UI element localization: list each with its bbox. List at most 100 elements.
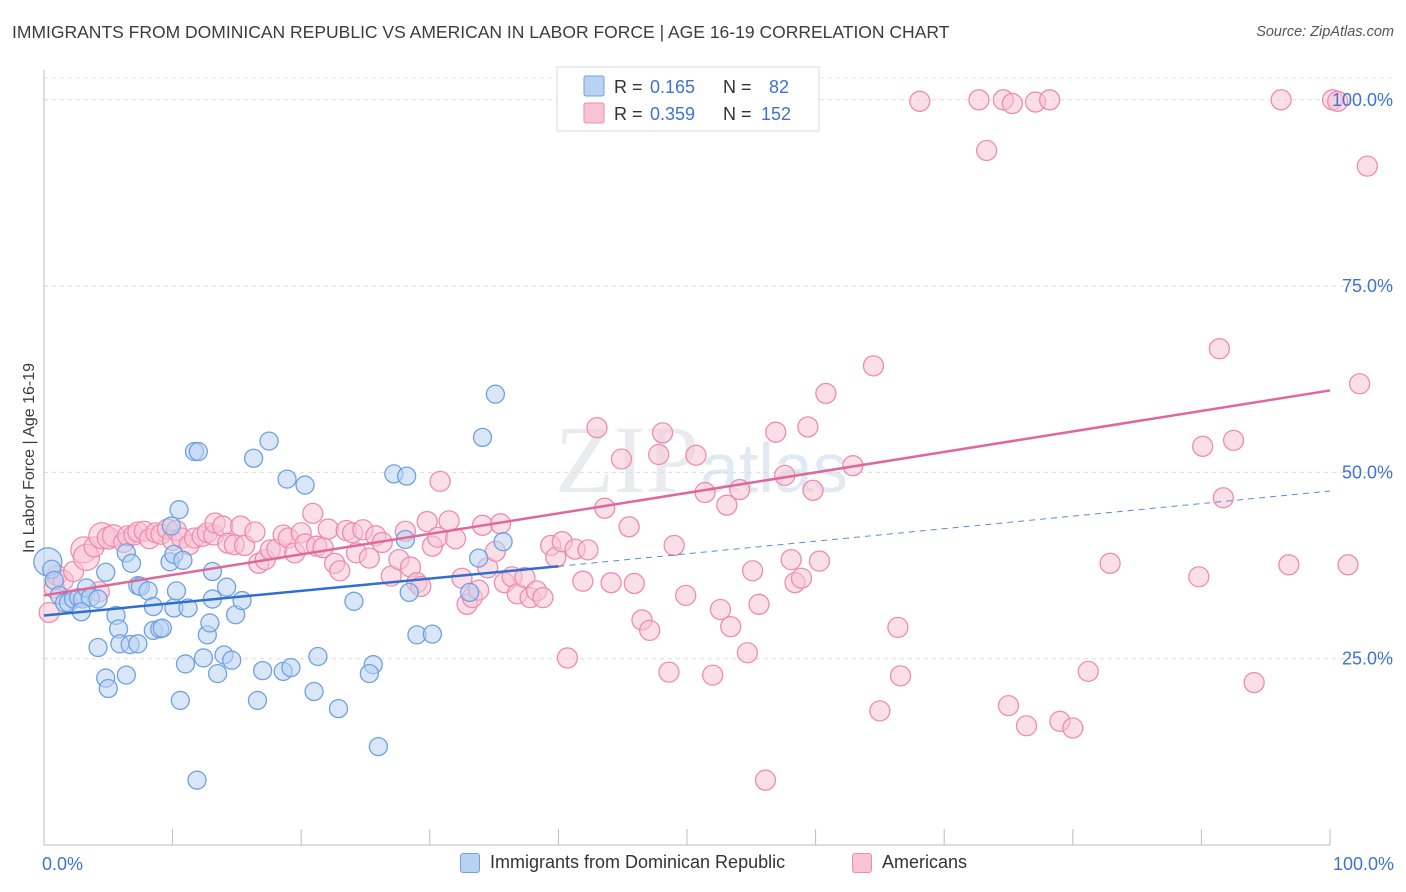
dominican-point	[98, 678, 118, 699]
americans-point	[302, 502, 324, 525]
americans-point	[754, 769, 777, 791]
legend-item-americans: Americans	[852, 852, 967, 873]
americans-point	[808, 550, 831, 572]
americans-point	[1001, 92, 1024, 115]
dominican-point	[207, 663, 228, 684]
dominican-point	[187, 770, 207, 790]
americans-point	[694, 481, 716, 504]
americans-point	[1337, 554, 1359, 576]
americans-point	[765, 421, 787, 443]
americans-point	[887, 616, 909, 639]
americans-point	[862, 355, 885, 377]
dominican-point	[277, 469, 297, 489]
dominican-point	[222, 650, 242, 670]
dominican-point	[422, 624, 443, 644]
americans-point	[702, 664, 724, 686]
americans-point	[1222, 429, 1245, 452]
dominican-point	[243, 448, 264, 468]
dominican-point	[166, 581, 187, 601]
americans-point	[889, 665, 912, 687]
americans-point	[1015, 715, 1038, 737]
dominican-point	[259, 431, 279, 451]
legend-swatch-americans	[852, 852, 872, 873]
dominican-point	[193, 648, 214, 668]
americans-point	[1270, 89, 1292, 111]
dominican-point	[200, 613, 220, 633]
dominican-point	[175, 654, 196, 674]
americans-point	[556, 647, 579, 669]
dominican-point	[368, 736, 389, 757]
americans-point	[1039, 89, 1061, 111]
dominican-point	[173, 550, 193, 570]
dominican-point	[188, 441, 208, 462]
americans-point	[1077, 660, 1099, 683]
americans-point	[968, 89, 990, 111]
dominican-point	[281, 657, 301, 678]
chart-title: IMMIGRANTS FROM DOMINICAN REPUBLIC VS AM…	[12, 22, 950, 42]
dominican-point	[469, 548, 489, 568]
americans-point	[329, 560, 351, 582]
dominican-point	[247, 690, 268, 711]
americans-point	[416, 510, 438, 533]
dominican-point	[399, 582, 419, 603]
americans-point	[663, 534, 685, 557]
americans-point	[716, 494, 738, 516]
legend-label-dominican: Immigrants from Dominican Republic	[490, 852, 786, 872]
americans-point	[1278, 554, 1300, 576]
dominican-point	[252, 660, 273, 681]
americans-point	[572, 570, 594, 592]
americans-point	[1356, 155, 1378, 177]
americans-point	[780, 548, 802, 571]
americans-point	[514, 566, 536, 589]
americans-point	[618, 516, 640, 538]
americans-point	[648, 443, 670, 466]
legend-swatch-blue	[583, 75, 605, 97]
americans-point	[748, 593, 770, 615]
americans-point	[438, 510, 460, 532]
y-tick-label: 75.0%	[1342, 276, 1393, 296]
legend-n-blue: 82	[769, 77, 789, 97]
americans-point	[1327, 90, 1349, 112]
y-tick-label: 50.0%	[1342, 462, 1393, 482]
dominican-trend-extension	[558, 490, 1331, 567]
americans-point	[358, 547, 381, 569]
x-tick-label-max: 100.0%	[1333, 854, 1394, 874]
americans-point	[651, 422, 674, 444]
americans-point	[797, 416, 819, 438]
dominican-point	[328, 698, 349, 719]
americans-point	[790, 567, 813, 589]
legend-n-pink: 152	[761, 104, 791, 124]
americans-point	[675, 584, 697, 607]
americans-point	[1208, 338, 1231, 360]
americans-point	[815, 382, 837, 405]
svg-text:R =: R =	[614, 104, 643, 124]
dominican-point	[344, 591, 364, 611]
dominican-point	[169, 500, 189, 520]
legend-top: R = 0.165 N = 82 R = 0.359 N = 152	[556, 66, 820, 132]
americans-point	[909, 90, 931, 112]
americans-point	[1099, 552, 1121, 574]
dominican-point	[232, 590, 252, 611]
legend-swatch-pink	[583, 102, 605, 124]
americans-point	[623, 572, 645, 595]
dominican-point	[295, 475, 315, 495]
americans-point	[600, 572, 622, 594]
dominican-point	[202, 561, 223, 582]
dominican-point	[121, 553, 142, 573]
americans-point	[639, 619, 661, 642]
legend-r-pink: 0.359	[650, 104, 695, 124]
svg-text:N =: N =	[723, 77, 752, 97]
dominican-points	[33, 384, 513, 790]
americans-point	[658, 661, 680, 683]
trend-lines	[43, 389, 1331, 617]
x-tick-label-min: 0.0%	[42, 854, 83, 874]
dominican-point	[485, 384, 506, 404]
y-tick-label: 100.0%	[1332, 90, 1393, 110]
americans-point	[1212, 487, 1234, 509]
americans-point	[709, 598, 732, 621]
source-label: Source: ZipAtlas.com	[1256, 24, 1394, 40]
americans-point	[532, 586, 554, 609]
y-axis-label: In Labor Force | Age 16-19	[21, 363, 38, 553]
americans-point	[869, 700, 891, 722]
dominican-trend-line	[43, 565, 559, 617]
